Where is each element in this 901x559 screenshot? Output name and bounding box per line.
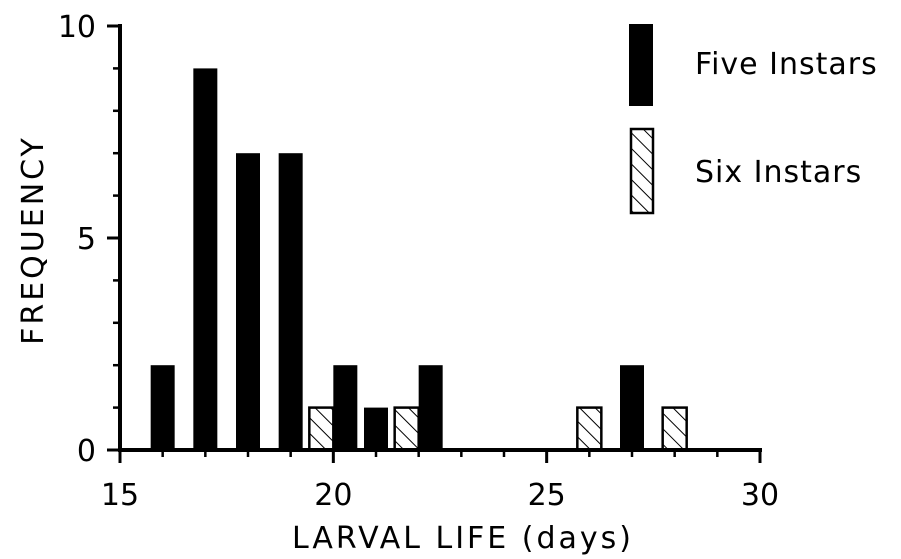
bar-five-instars (150, 365, 175, 450)
x-axis-ticks: 15 20 25 30 (101, 450, 779, 513)
x-axis-title: LARVAL LIFE (days) (292, 521, 634, 556)
y-tick-label: 0 (77, 434, 96, 469)
bar-six-instars (576, 406, 603, 452)
y-tick-label: 5 (77, 222, 96, 257)
bar-five-instars (364, 407, 388, 450)
legend-label-five-instars: Five Instars (695, 47, 878, 82)
bars-group (150, 68, 688, 452)
y-tick-label: 10 (58, 10, 96, 45)
bar-six-instars (661, 406, 688, 452)
bar-five-instars (193, 68, 218, 451)
legend-swatch-five-instars (629, 24, 653, 106)
x-tick-label: 30 (741, 478, 779, 513)
bar-five-instars (333, 365, 358, 450)
bar-five-instars (278, 153, 303, 450)
bar-five-instars (620, 365, 644, 450)
x-tick-label: 20 (314, 478, 352, 513)
legend: Five Instars Six Instars (629, 24, 878, 215)
x-tick-label: 15 (101, 478, 139, 513)
x-tick-label: 25 (528, 478, 566, 513)
y-axis-ticks: 0 5 10 (58, 10, 120, 469)
legend-swatch-six-instars (629, 127, 655, 215)
y-axis-title: FREQUENCY (16, 135, 51, 345)
bar-six-instars (308, 406, 335, 452)
legend-label-six-instars: Six Instars (695, 155, 862, 190)
bar-five-instars (418, 365, 443, 450)
bar-six-instars (393, 406, 420, 452)
bar-five-instars (236, 153, 260, 450)
